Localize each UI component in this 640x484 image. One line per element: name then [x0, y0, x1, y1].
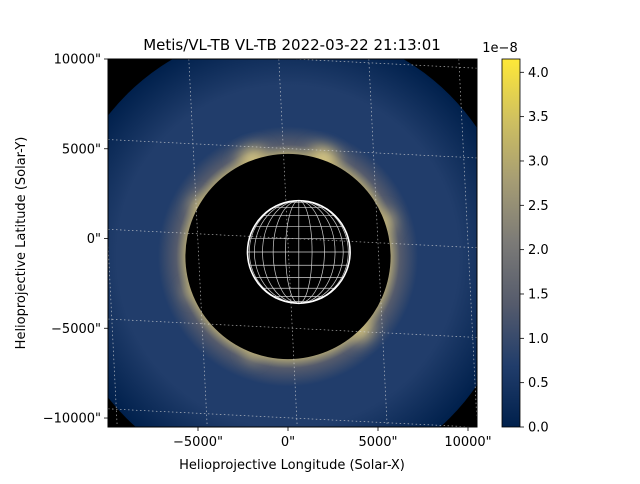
colorbar-ticks: 0.0 0.5 1.0 1.5 2.0 2.5 3.0 3.5 4.0	[520, 66, 549, 436]
y-tick-label: −5000"	[51, 322, 101, 337]
x-tick-label: 0"	[281, 435, 295, 450]
longitude-line	[298, 200, 336, 304]
grid-line	[458, 59, 477, 427]
colorbar-scale-label: 1e−8	[482, 41, 517, 56]
grid-line	[188, 59, 208, 427]
x-tick-label: 10000"	[444, 435, 491, 450]
colorbar-tick-label: 2.0	[528, 243, 549, 258]
x-tick-label: −5000"	[173, 435, 223, 450]
longitude-line	[262, 200, 299, 304]
plot-frame	[107, 58, 478, 428]
colorbar-tick-label: 1.5	[528, 287, 549, 302]
plot-area	[108, 59, 477, 427]
longitude-line	[298, 200, 313, 304]
solar-limb	[246, 199, 351, 305]
longitude-line	[298, 200, 325, 304]
grid-line	[108, 408, 477, 427]
longitude-line	[298, 200, 344, 304]
x-tick-label: 5000"	[358, 435, 397, 450]
colorbar-tick-label: 3.5	[528, 110, 549, 125]
y-tick-label: −10000"	[43, 412, 101, 427]
colorbar	[501, 58, 521, 428]
y-tick-label: 0"	[87, 232, 101, 247]
longitude-line	[254, 200, 299, 304]
longitude-line	[285, 200, 299, 304]
colorbar-tick-label: 0.5	[528, 376, 549, 391]
chart-title: Metis/VL-TB VL-TB 2022-03-22 21:13:01	[143, 36, 441, 54]
y-axis-label: Helioprojective Latitude (Solar-Y)	[14, 137, 29, 350]
y-tick-label: 10000"	[54, 53, 101, 68]
colorbar-tick-label: 1.0	[528, 332, 549, 347]
longitude-line	[272, 200, 299, 304]
x-ticks: −5000" 0" 5000" 10000"	[173, 427, 492, 450]
grid-line	[108, 139, 477, 159]
grid-line	[108, 318, 477, 338]
y-ticks: 10000" 5000" 0" −5000" −10000"	[43, 53, 108, 427]
x-axis-label: Helioprojective Longitude (Solar-X)	[179, 458, 405, 473]
colorbar-tick-label: 3.0	[528, 154, 549, 169]
colorbar-tick-label: 0.0	[528, 421, 549, 436]
y-tick-label: 5000"	[62, 142, 101, 157]
colorbar-tick-label: 4.0	[528, 66, 549, 81]
solar-grid	[247, 200, 351, 304]
occulter-disk	[185, 153, 391, 360]
colorbar-tick-label: 2.5	[528, 199, 549, 214]
grid-line	[278, 59, 298, 427]
grid-line	[368, 59, 388, 427]
coronal-streamers	[175, 136, 404, 370]
